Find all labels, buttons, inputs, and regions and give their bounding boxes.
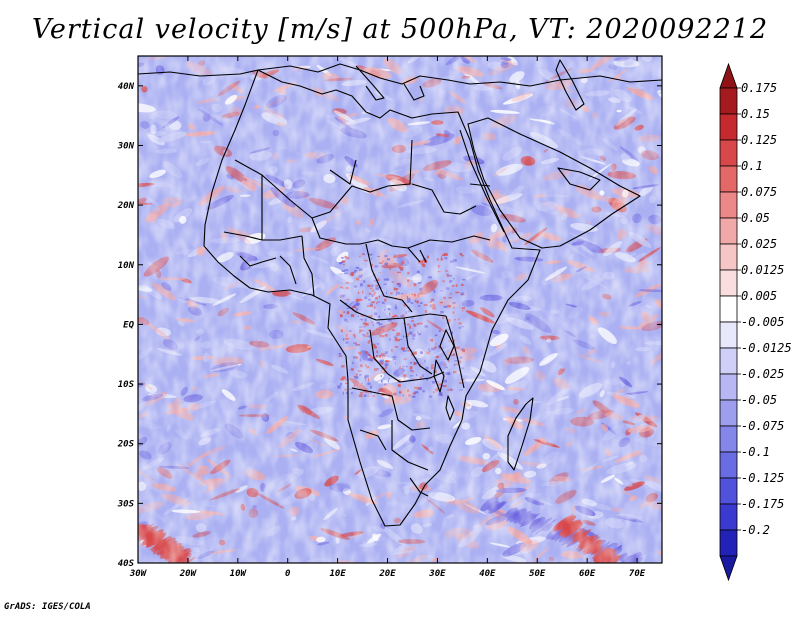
y-tick-label: EQ [123,320,134,330]
colorbar-level-label: -0.175 [741,497,784,511]
colorbar-level-label: -0.125 [741,471,784,485]
vertical-velocity-field [138,56,662,563]
colorbar: 0.175 0.15 0.125 0.1 0.075 0.05 0.025 0.0125 0.0… [719,62,792,582]
y-tick-label: 20N [117,201,135,211]
colorbar-swatch [719,347,738,375]
colorbar-level-label: 0.15 [741,107,770,121]
x-tick-label: 20E [378,569,396,579]
colorbar-level-label: -0.1 [741,445,770,459]
colorbar-swatch [719,191,738,219]
europe-coastline [138,63,662,87]
colorbar-level-label: 0.005 [741,289,777,303]
colorbar-level-label: 0.125 [741,133,777,147]
colorbar-swatch [719,529,738,557]
colorbar-swatch [719,295,738,323]
colorbar-level-label: 0.1 [741,159,763,173]
colorbar-level-label: -0.0125 [741,341,792,355]
madagascar-coastline [507,397,534,471]
x-tick-label: 60E [579,569,596,579]
colorbar-swatch [719,87,738,115]
colorbar-swatch [719,451,738,479]
y-tick-label: 20S [117,440,135,450]
colorbar-swatch [719,113,738,141]
chart-title: Vertical velocity [m/s] at 500hPa, VT: 2… [31,14,769,45]
colorbar-level-label: -0.05 [741,393,777,407]
colorbar-level-label: -0.2 [741,523,770,537]
axis-ticks: 30W 20W 10W 0 10E 20E 30E 40E 50E 60E 70E 40N 30N 20N… [117,56,662,579]
x-tick-label: 30W [129,569,148,579]
y-tick-label: 30N [117,141,135,151]
africa-coastline [203,69,541,527]
colorbar-level-label: -0.005 [741,315,784,329]
y-tick-label: 40S [118,559,135,569]
colorbar-top-arrow [719,62,738,89]
x-tick-label: 30E [428,569,446,579]
x-tick-label: 50E [529,569,546,579]
colorbar-swatch [719,373,738,401]
map-frame [137,55,663,564]
colorbar-level-label: 0.05 [741,211,770,225]
y-tick-label: 30S [117,499,135,509]
colorbar-level-label: -0.075 [741,419,784,433]
colorbar-level-label: 0.075 [741,185,777,199]
grads-credit: GrADS: IGES/COLA [4,602,91,612]
colorbar-bottom-arrow [719,555,738,582]
colorbar-swatch [719,243,738,271]
colorbar-level-label: 0.175 [741,81,777,95]
coastlines-and-borders [138,59,662,527]
colorbar-swatch [719,139,738,167]
y-tick-label: 10S [118,380,135,390]
colorbar-swatch [719,503,738,531]
colorbar-swatch [719,477,738,505]
arabia-coastline [467,117,641,249]
x-tick-label: 70E [629,569,646,579]
y-tick-label: 40N [118,82,135,92]
colorbar-swatch [719,399,738,427]
y-tick-label: 10N [118,261,135,271]
x-tick-label: 10W [230,569,248,579]
x-tick-label: 40E [479,569,496,579]
colorbar-swatch [719,425,738,453]
colorbar-swatch [719,217,738,245]
x-tick-label: 0 [285,569,291,579]
colorbar-level-label: -0.025 [741,367,784,381]
colorbar-level-label: 0.025 [741,237,777,251]
colorbar-swatch [719,321,738,349]
colorbar-swatch [719,165,738,193]
colorbar-swatch [719,269,738,297]
x-tick-label: 10E [329,569,346,579]
colorbar-level-label: 0.0125 [741,263,784,277]
x-tick-label: 20W [179,569,198,579]
